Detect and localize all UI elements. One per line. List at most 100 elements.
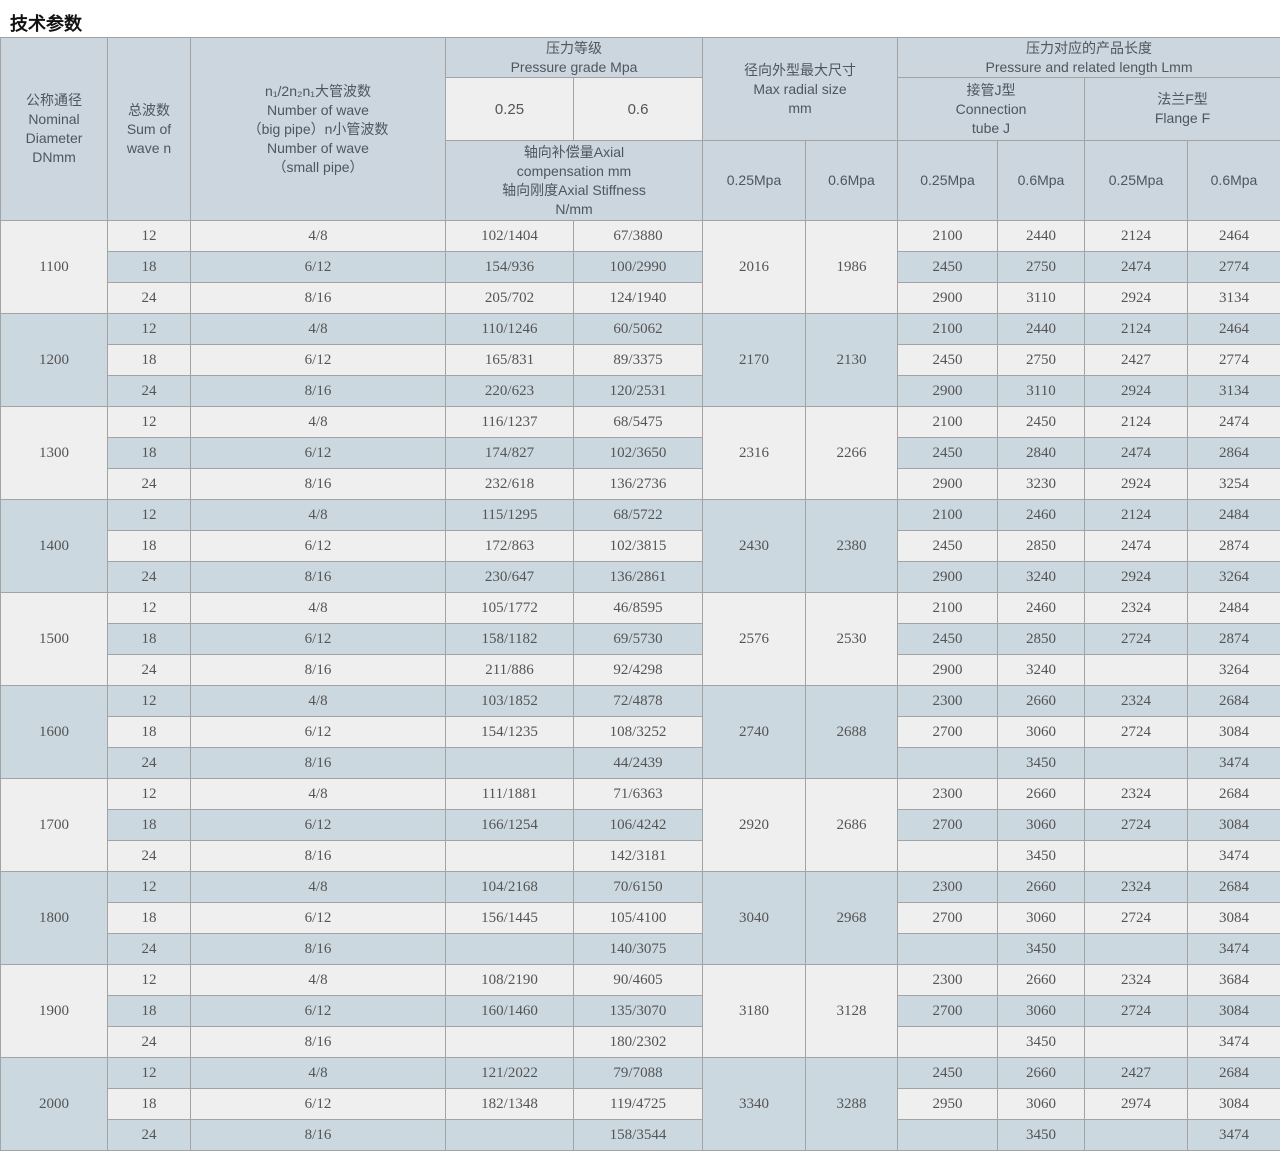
length-j-025-cell: 2900	[897, 561, 998, 593]
axial-06-cell: 68/5722	[573, 499, 703, 531]
wave-number-cell: 6/12	[190, 995, 446, 1027]
table-row: 18 6/12 172/863 102/3815 2450 2850 2474 2874	[1, 530, 1280, 562]
axial-06-cell: 69/5730	[573, 623, 703, 655]
length-f-06-cell: 2874	[1187, 623, 1280, 655]
length-j-025-cell: 2300	[897, 685, 998, 717]
header-radial-025mpa: 0.25Mpa	[702, 140, 806, 221]
length-f-025-cell: 2724	[1084, 623, 1188, 655]
length-f-025-cell: 2124	[1084, 499, 1188, 531]
length-f-06-cell: 2774	[1187, 251, 1280, 283]
radial-025-cell: 3180	[702, 964, 806, 1058]
length-f-025-cell: 2474	[1084, 437, 1188, 469]
wave-number-cell: 6/12	[190, 344, 446, 376]
radial-025-cell: 2170	[702, 313, 806, 407]
axial-06-cell: 70/6150	[573, 871, 703, 903]
table-row: 1100 12 4/8 102/1404 67/3880 2016 1986 2100 2440…	[0, 220, 1280, 314]
length-f-06-cell: 2684	[1187, 1057, 1280, 1089]
table-row: 18 6/12 174/827 102/3650 2450 2840 2474 2864	[1, 437, 1280, 469]
length-j-025-cell: 2700	[897, 995, 998, 1027]
length-j-06-cell: 2660	[997, 871, 1085, 903]
length-j-06-cell: 3060	[997, 716, 1085, 748]
wave-number-cell: 6/12	[190, 530, 446, 562]
axial-06-cell: 71/6363	[573, 778, 703, 810]
header-j-025mpa: 0.25Mpa	[897, 140, 998, 221]
wave-sum-cell: 18	[107, 902, 191, 934]
table-row: 18 6/12 156/1445 105/4100 2700 3060 2724 3084	[1, 902, 1280, 934]
dn-cell: 1800	[0, 871, 108, 965]
length-j-06-cell: 3230	[997, 468, 1085, 500]
wave-sum-cell: 12	[107, 964, 191, 996]
axial-025-cell: 115/1295	[445, 499, 574, 531]
axial-025-cell: 166/1254	[445, 809, 574, 841]
axial-06-cell: 119/4725	[573, 1088, 703, 1120]
wave-sum-cell: 24	[107, 561, 191, 593]
table-row: 18 6/12 182/1348 119/4725 2950 3060 2974 3084	[1, 1088, 1280, 1120]
length-f-025-cell: 2924	[1084, 282, 1188, 314]
table-row: 18 6/12 158/1182 69/5730 2450 2850 2724 2874	[1, 623, 1280, 655]
length-j-06-cell: 2750	[997, 251, 1085, 283]
dn-cell: 2000	[0, 1057, 108, 1151]
length-f-025-cell: 2724	[1084, 995, 1188, 1027]
length-f-06-cell: 3134	[1187, 282, 1280, 314]
length-j-025-cell: 2450	[897, 344, 998, 376]
dn-cell: 1300	[0, 406, 108, 500]
length-f-06-cell: 2684	[1187, 778, 1280, 810]
length-f-06-cell: 2484	[1187, 499, 1280, 531]
length-j-06-cell: 3110	[997, 282, 1085, 314]
length-f-025-cell	[1084, 1026, 1188, 1058]
header-flange-f: 法兰F型 Flange F	[1084, 77, 1280, 141]
length-f-06-cell: 3084	[1187, 716, 1280, 748]
length-j-06-cell: 3060	[997, 1088, 1085, 1120]
table-row: 24 8/16 230/647 136/2861 2900 3240 2924 3264	[1, 561, 1280, 593]
length-f-06-cell: 2484	[1187, 592, 1280, 624]
table-row: 2000 12 4/8 121/2022 79/7088 3340 3288 2450 2660…	[0, 1057, 1280, 1151]
length-j-025-cell: 2300	[897, 871, 998, 903]
table-row: 1400 12 4/8 115/1295 68/5722 2430 2380 2100 2460…	[0, 499, 1280, 593]
axial-025-cell: 182/1348	[445, 1088, 574, 1120]
length-f-025-cell: 2924	[1084, 561, 1188, 593]
table-row: 24 8/16 180/2302 3450 3474	[1, 1026, 1280, 1058]
length-j-06-cell: 3450	[997, 933, 1085, 965]
length-j-06-cell: 3450	[997, 1119, 1085, 1151]
radial-025-cell: 2316	[702, 406, 806, 500]
header-f-025mpa: 0.25Mpa	[1084, 140, 1188, 221]
wave-sum-cell: 12	[107, 592, 191, 624]
length-j-025-cell: 2100	[897, 499, 998, 531]
radial-025-cell: 2016	[702, 220, 806, 314]
header-nominal-diameter: 公称通径 Nominal Diameter DNmm	[0, 37, 108, 221]
length-j-025-cell: 2100	[897, 313, 998, 345]
length-j-06-cell: 3240	[997, 561, 1085, 593]
wave-number-cell: 8/16	[190, 840, 446, 872]
wave-sum-cell: 24	[107, 654, 191, 686]
axial-025-cell: 103/1852	[445, 685, 574, 717]
length-j-06-cell: 2850	[997, 530, 1085, 562]
length-f-06-cell: 3254	[1187, 468, 1280, 500]
length-f-025-cell: 2124	[1084, 220, 1188, 252]
radial-06-cell: 2968	[805, 871, 898, 965]
length-j-025-cell: 2450	[897, 623, 998, 655]
axial-06-cell: 68/5475	[573, 406, 703, 438]
wave-number-cell: 8/16	[190, 747, 446, 779]
header-max-radial-size: 径向外型最大尺寸 Max radial size mm	[702, 37, 898, 141]
axial-06-cell: 100/2990	[573, 251, 703, 283]
length-j-06-cell: 2460	[997, 592, 1085, 624]
wave-sum-cell: 24	[107, 282, 191, 314]
wave-sum-cell: 12	[107, 871, 191, 903]
length-j-025-cell: 2450	[897, 437, 998, 469]
wave-sum-cell: 18	[107, 623, 191, 655]
length-j-06-cell: 2440	[997, 313, 1085, 345]
wave-sum-cell: 12	[107, 406, 191, 438]
length-j-025-cell: 2950	[897, 1088, 998, 1120]
length-f-025-cell	[1084, 933, 1188, 965]
wave-sum-cell: 24	[107, 747, 191, 779]
length-j-025-cell	[897, 840, 998, 872]
dn-cell: 1400	[0, 499, 108, 593]
wave-sum-cell: 24	[107, 468, 191, 500]
wave-sum-cell: 24	[107, 840, 191, 872]
table-row: 24 8/16 205/702 124/1940 2900 3110 2924 3134	[1, 282, 1280, 314]
radial-025-cell: 2430	[702, 499, 806, 593]
wave-number-cell: 4/8	[190, 220, 446, 252]
wave-sum-cell: 12	[107, 685, 191, 717]
wave-number-cell: 4/8	[190, 499, 446, 531]
length-j-025-cell: 2300	[897, 778, 998, 810]
